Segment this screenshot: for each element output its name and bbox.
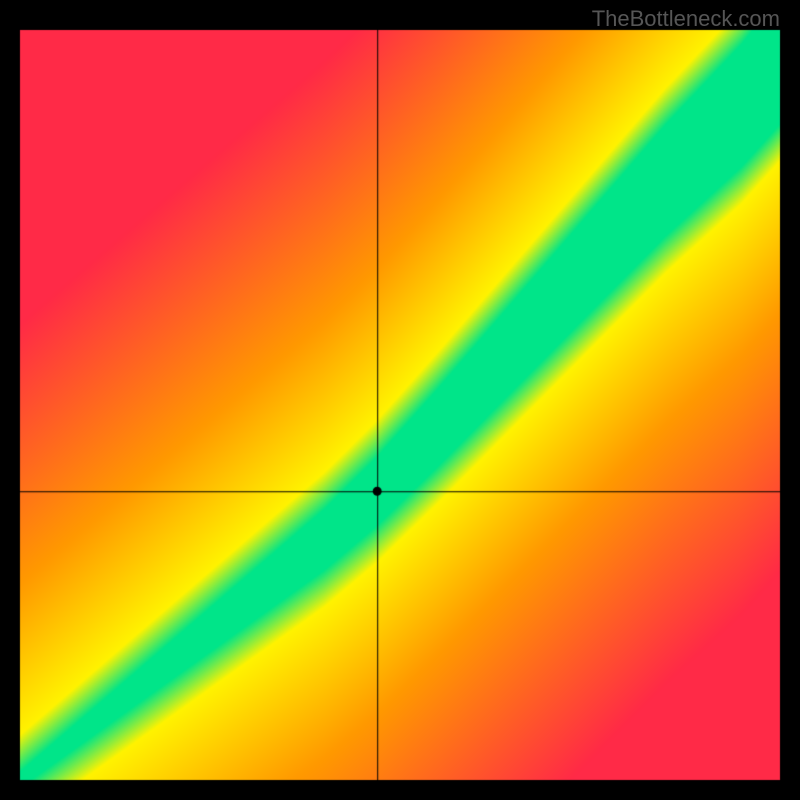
chart-container: TheBottleneck.com xyxy=(0,0,800,800)
bottleneck-heatmap xyxy=(0,0,800,800)
watermark-label: TheBottleneck.com xyxy=(592,6,780,32)
